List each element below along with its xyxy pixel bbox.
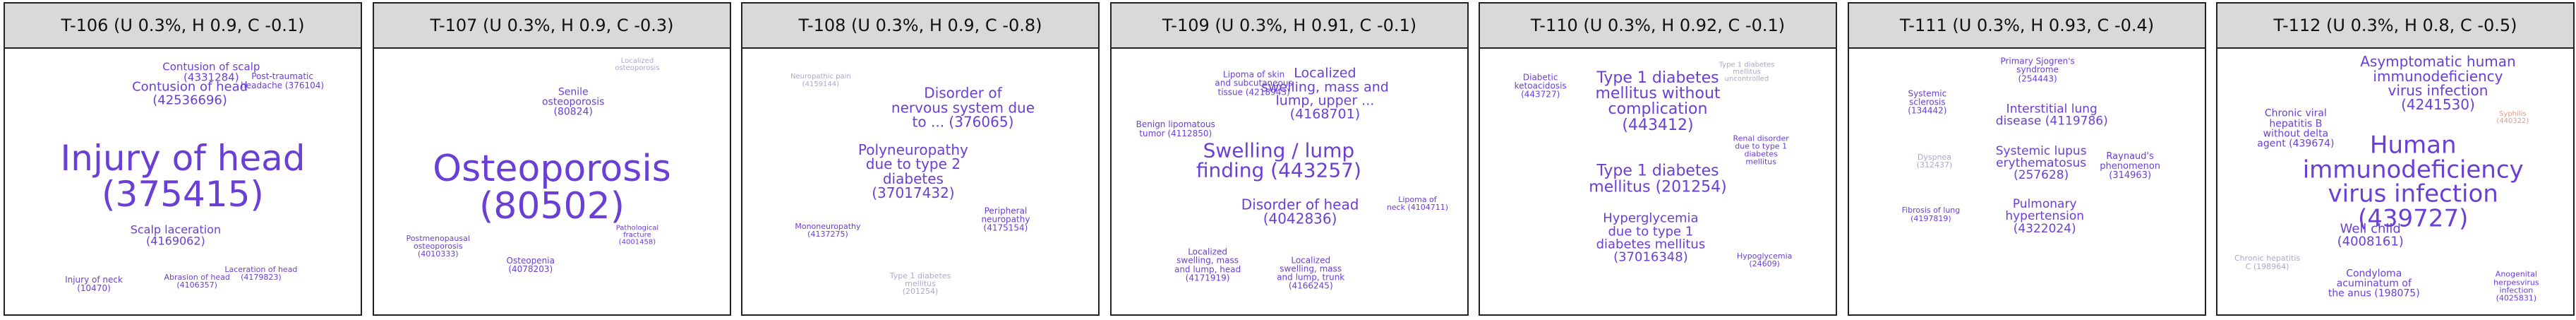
panel-header: T-112 (U 0.3%, H 0.8, C -0.5) — [2217, 4, 2573, 49]
cloud-term: Disorder of head (4042836) — [1241, 196, 1359, 227]
cloud-term: Systemic sclerosis (134442) — [1908, 88, 1947, 116]
panel-header: T-111 (U 0.3%, H 0.93, C -0.4) — [1849, 4, 2205, 49]
word-cloud: Asymptomatic human immunodeficiency viru… — [2217, 49, 2573, 314]
topic-panel: T-107 (U 0.3%, H 0.9, C -0.3) Osteoporosi… — [373, 2, 731, 316]
cloud-term: Localized swelling, mass and lump, head … — [1174, 247, 1241, 283]
cloud-term: Diabetic ketoacidosis (443727) — [1514, 72, 1567, 100]
panel-header: T-110 (U 0.3%, H 0.92, C -0.1) — [1480, 4, 1836, 49]
cloud-term: Dyspnea (312437) — [1916, 152, 1953, 170]
word-cloud: Injury of head (375415) Contusion of head… — [5, 49, 361, 314]
cloud-term: Injury of neck (10470) — [65, 274, 123, 293]
cloud-term: Condyloma acuminatum of the anus (198075… — [2328, 268, 2420, 300]
word-cloud: Disorder of nervous system due to ... (3… — [742, 49, 1098, 314]
cloud-term: Osteoporosis (80502) — [433, 147, 671, 227]
cloud-term: Well child (4008161) — [2337, 221, 2404, 249]
cloud-term: Hyperglycemia due to type 1 diabetes mel… — [1596, 211, 1706, 265]
cloud-term: Osteopenia (4078203) — [506, 255, 555, 275]
word-cloud: Interstitial lung disease (4119786) Syste… — [1849, 49, 2205, 314]
cloud-term: Swelling / lump finding (443257) — [1196, 138, 1361, 182]
cloud-term: Syphilis (440322) — [2496, 110, 2529, 126]
cloud-term: Renal disorder due to type 1 diabetes me… — [1733, 134, 1789, 167]
topic-panel: T-112 (U 0.3%, H 0.8, C -0.5) Asymptomati… — [2216, 2, 2575, 316]
cloud-term: Interstitial lung disease (4119786) — [1995, 102, 2108, 129]
topic-panel: T-109 (U 0.3%, H 0.91, C -0.1) Localized … — [1110, 2, 1469, 316]
cloud-term: Benign lipomatous tumor (4112850) — [1136, 119, 1215, 138]
cloud-term: Scalp laceration (4169062) — [130, 223, 222, 248]
panel-title: T-111 (U 0.3%, H 0.93, C -0.4) — [1899, 16, 2155, 35]
cloud-term: Type 1 diabetes mellitus without complic… — [1595, 69, 1721, 135]
cloud-term: Peripheral neuropathy (4175154) — [981, 206, 1030, 234]
cloud-term: Primary Sjogren's syndrome (254443) — [2000, 56, 2075, 84]
topic-panel: T-106 (U 0.3%, H 0.9, C -0.1) Injury of h… — [4, 2, 362, 316]
panel-header: T-107 (U 0.3%, H 0.9, C -0.3) — [374, 4, 730, 49]
cloud-term: Chronic viral hepatitis B without delta … — [2257, 107, 2335, 150]
cloud-term: Type 1 diabetes mellitus uncontrolled — [1719, 61, 1775, 84]
cloud-term: Laceration of head (4179823) — [224, 264, 298, 282]
cloud-term: Raynaud's phenomenon (314963) — [2100, 151, 2161, 181]
cloud-term: Pulmonary hypertension (4322024) — [2005, 197, 2085, 236]
panel-title: T-108 (U 0.3%, H 0.9, C -0.8) — [798, 16, 1042, 35]
panel-title: T-106 (U 0.3%, H 0.9, C -0.1) — [61, 16, 305, 35]
word-cloud: Localized swelling, mass and lump, upper… — [1112, 49, 1467, 314]
cloud-term: Anogenital herpesvirus infection (402583… — [2493, 269, 2539, 303]
word-cloud: Type 1 diabetes mellitus without complic… — [1480, 49, 1836, 314]
cloud-term: Asymptomatic human immunodeficiency viru… — [2360, 53, 2516, 114]
panel-title: T-110 (U 0.3%, H 0.92, C -0.1) — [1530, 16, 1786, 35]
cloud-term: Contusion of scalp (4331284) — [162, 60, 260, 85]
cloud-term: Hypoglycemia (24609) — [1737, 251, 1793, 268]
panel-title: T-112 (U 0.3%, H 0.8, C -0.5) — [2273, 16, 2517, 35]
cloud-term: Chronic hepatitis C (198964) — [2234, 254, 2301, 271]
cloud-term: Postmenopausal osteoporosis (4010333) — [406, 233, 470, 259]
panel-header: T-106 (U 0.3%, H 0.9, C -0.1) — [5, 4, 361, 49]
cloud-term: Abrasion of head (4106357) — [164, 272, 230, 290]
cloud-term: Lipoma of neck (4104711) — [1386, 195, 1449, 213]
cloud-term: Disorder of nervous system due to ... (3… — [891, 84, 1035, 131]
cloud-term: Type 1 diabetes mellitus (201254) — [889, 271, 951, 297]
topic-panel: T-108 (U 0.3%, H 0.9, C -0.8) Disorder of… — [741, 2, 1100, 316]
cloud-term: Type 1 diabetes mellitus (201254) — [1589, 162, 1727, 196]
topic-panel: T-110 (U 0.3%, H 0.92, C -0.1) Type 1 dia… — [1479, 2, 1837, 316]
cloud-term: Human immunodeficiency virus infection (… — [2302, 131, 2524, 233]
panel-title: T-107 (U 0.3%, H 0.9, C -0.3) — [430, 16, 674, 35]
cloud-term: Injury of head (375415) — [60, 138, 306, 215]
cloud-term: Lipoma of skin and subcutaneous tissue (… — [1215, 69, 1293, 97]
panel-header: T-109 (U 0.3%, H 0.91, C -0.1) — [1112, 4, 1467, 49]
cloud-term: Localized swelling, mass and lump, upper… — [1260, 65, 1389, 122]
cloud-term: Systemic lupus erythematosus (257628) — [1995, 143, 2087, 183]
panel-header: T-108 (U 0.3%, H 0.9, C -0.8) — [742, 4, 1098, 49]
panel-title: T-109 (U 0.3%, H 0.91, C -0.1) — [1162, 16, 1417, 35]
cloud-term: Contusion of head (42536696) — [132, 79, 248, 108]
cloud-term: Localized osteoporosis — [615, 57, 660, 72]
cloud-term: Polyneuropathy due to type 2 diabetes (3… — [857, 141, 968, 202]
cloud-term: Neuropathic pain (4159144) — [790, 73, 851, 88]
cloud-term: Senile osteoporosis (80824) — [541, 86, 605, 118]
topic-panel: T-111 (U 0.3%, H 0.93, C -0.4) Interstiti… — [1848, 2, 2206, 316]
word-cloud: Osteoporosis (80502) Senile osteoporosis … — [374, 49, 730, 314]
cloud-term: Localized swelling, mass and lump, trunk… — [1277, 255, 1345, 291]
cloud-term: Post-traumatic headache (376104) — [241, 71, 325, 90]
cloud-term: Fibrosis of lung (4197819) — [1901, 206, 1961, 223]
cloud-term: Mononeuropathy (4137275) — [795, 221, 861, 239]
cloud-term: Pathological fracture (4001458) — [615, 224, 659, 247]
